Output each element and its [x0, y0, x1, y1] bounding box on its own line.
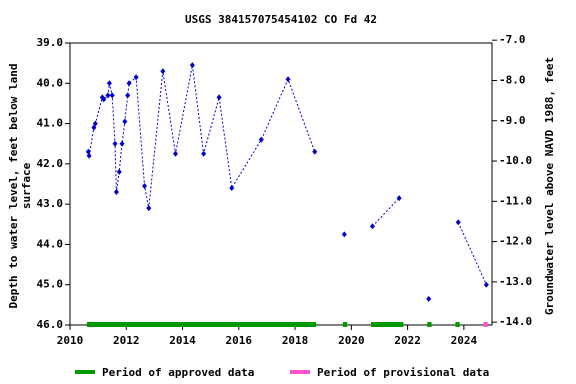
legend-label: Period of approved data	[102, 366, 254, 379]
x-tick-label: 2010	[57, 334, 84, 347]
x-tick-label: 2024	[451, 334, 478, 347]
data-period	[427, 322, 432, 327]
data-point	[146, 205, 152, 212]
x-tick-label: 2022	[394, 334, 421, 347]
data-point	[369, 223, 375, 230]
data-point	[116, 168, 122, 175]
data-point	[455, 219, 461, 226]
data-point	[119, 140, 125, 147]
data-point	[160, 68, 166, 75]
data-point	[85, 148, 91, 155]
y-tick-label: 45.0	[37, 278, 64, 291]
y2-tick-label: -9.0	[499, 114, 526, 127]
y2-tick-label: -11.0	[499, 194, 532, 207]
chart-title: USGS 384157075454102 CO Fd 42	[185, 13, 377, 26]
data-point	[483, 281, 489, 288]
data-point	[312, 148, 318, 155]
data-point	[112, 140, 118, 147]
y-tick-label: 39.0	[37, 36, 64, 49]
data-period	[371, 322, 404, 327]
data-point	[142, 183, 148, 190]
data-line	[87, 65, 487, 285]
data-period	[342, 322, 348, 327]
x-tick-label: 2020	[338, 334, 365, 347]
y2-tick-label: -8.0	[499, 73, 526, 86]
data-period	[455, 322, 460, 327]
data-point	[173, 150, 178, 157]
data-point	[105, 92, 111, 99]
data-point	[396, 195, 402, 202]
data-point	[341, 231, 347, 238]
data-point	[92, 120, 98, 127]
y-tick-label: 44.0	[37, 237, 64, 250]
x-tick-label: 2016	[226, 334, 253, 347]
plot-frame	[69, 42, 493, 326]
y-tick-label: 42.0	[37, 157, 64, 170]
data-point	[216, 94, 222, 101]
data-point	[125, 92, 131, 99]
data-point	[426, 295, 432, 302]
y2-tick-label: -7.0	[499, 33, 526, 46]
y2-tick-label: -12.0	[499, 235, 532, 248]
y2-axis-label: Groundwater level above NAVD 1988, feet	[543, 57, 556, 315]
data-point	[229, 185, 235, 192]
data-point	[113, 189, 119, 196]
y-tick-label: 46.0	[37, 318, 64, 331]
data-point	[126, 80, 132, 87]
y2-tick-label: -10.0	[499, 154, 532, 167]
x-tick-label: 2018	[282, 334, 309, 347]
data-point	[201, 150, 207, 157]
y-tick-label: 41.0	[37, 117, 64, 130]
data-period	[86, 322, 317, 327]
legend-label: Period of provisional data	[317, 366, 489, 379]
x-tick-label: 2012	[113, 334, 140, 347]
y2-tick-label: -14.0	[499, 315, 532, 328]
y-axis-label: surface	[20, 162, 33, 209]
y-tick-label: 43.0	[37, 197, 64, 210]
data-point	[101, 96, 107, 103]
data-point	[133, 74, 139, 81]
data-point	[285, 76, 291, 83]
data-point	[189, 62, 195, 69]
data-point	[258, 136, 264, 143]
data-period	[483, 322, 488, 327]
data-point	[86, 152, 92, 159]
data-point	[106, 80, 112, 87]
y-tick-label: 40.0	[37, 76, 64, 89]
y-axis-label: Depth to water level, feet below land	[7, 63, 20, 308]
y2-tick-label: -13.0	[499, 275, 532, 288]
data-point	[109, 92, 115, 99]
x-tick-label: 2014	[169, 334, 196, 347]
data-point	[122, 118, 128, 125]
